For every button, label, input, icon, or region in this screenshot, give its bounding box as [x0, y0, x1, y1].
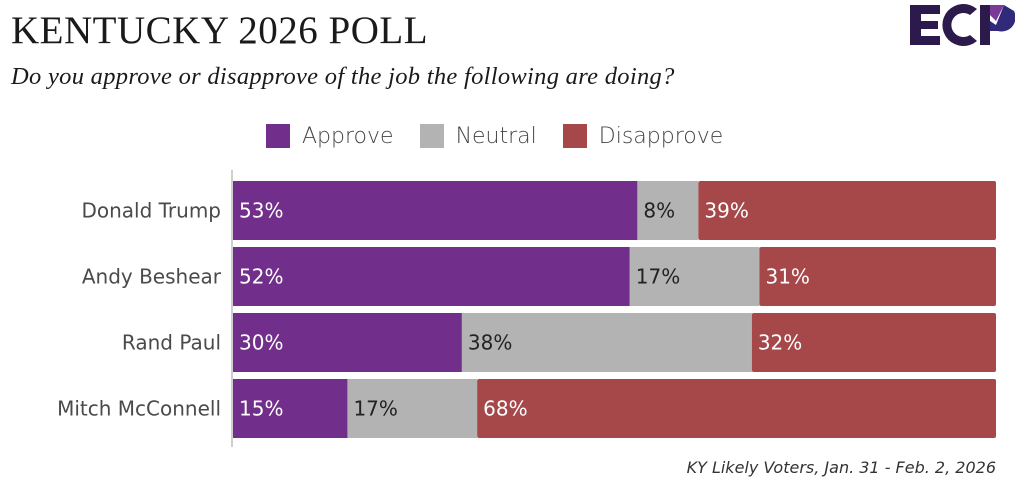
bar-segment-disapprove	[751, 313, 996, 372]
value-label-disapprove: 31%	[765, 265, 809, 289]
bar-segment-approve	[233, 313, 462, 372]
legend: Approve Neutral Disapprove	[266, 122, 749, 150]
bar-segment-disapprove	[477, 379, 996, 438]
bar-segment-approve	[233, 379, 348, 438]
value-label-approve: 30%	[239, 331, 283, 355]
legend-item-approve: Approve	[266, 124, 394, 149]
legend-item-neutral: Neutral	[419, 123, 537, 149]
logo-check-bowl	[990, 5, 1015, 32]
category-label: Rand Paul	[122, 331, 221, 355]
legend-label-neutral: Neutral	[455, 123, 537, 149]
bar-segment-neutral	[629, 247, 760, 306]
bar-segment-disapprove	[698, 181, 996, 240]
bar-segment-neutral	[637, 181, 699, 240]
legend-label-disapprove: Disapprove	[598, 123, 724, 149]
logo-letter-e	[910, 5, 940, 45]
value-label-neutral: 17%	[353, 397, 397, 421]
logo-letter-p-stem	[980, 5, 990, 45]
bar-row: Donald Trump 53% 8% 39%	[81, 181, 996, 240]
value-label-disapprove: 39%	[704, 199, 748, 223]
logo-letter-c	[942, 3, 977, 47]
bar-segment-neutral	[461, 313, 752, 372]
bar-segment-approve	[233, 247, 630, 306]
value-label-approve: 15%	[239, 397, 283, 421]
bar-segment-disapprove	[759, 247, 996, 306]
category-label: Donald Trump	[81, 199, 221, 223]
legend-label-approve: Approve	[302, 123, 394, 149]
value-label-disapprove: 68%	[483, 397, 527, 421]
category-label: Andy Beshear	[82, 265, 222, 289]
chart-subtitle: Do you approve or disapprove of the job …	[11, 63, 675, 90]
bar-row: Mitch McConnell 15% 17% 68%	[57, 379, 996, 438]
logo-check-top	[990, 5, 1004, 21]
legend-swatch-disapprove	[562, 124, 587, 148]
bar-segment-neutral	[347, 379, 478, 438]
value-label-disapprove: 32%	[758, 331, 802, 355]
legend-swatch-approve	[266, 124, 290, 148]
value-label-neutral: 38%	[468, 331, 512, 355]
bar-segment-approve	[233, 181, 638, 240]
value-label-neutral: 17%	[636, 265, 680, 289]
ecp-logo	[910, 3, 1015, 47]
chart-title: KENTUCKY 2026 POLL	[11, 9, 429, 52]
bar-row: Andy Beshear 52% 17% 31%	[82, 247, 996, 306]
value-label-neutral: 8%	[643, 199, 675, 223]
bar-row: Rand Paul 30% 38% 32%	[122, 313, 996, 372]
value-label-approve: 53%	[239, 199, 283, 223]
footnote: KY Likely Voters, Jan. 31 - Feb. 2, 2026	[686, 458, 996, 477]
legend-swatch-neutral	[419, 124, 444, 148]
value-label-approve: 52%	[239, 265, 283, 289]
category-label: Mitch McConnell	[57, 397, 221, 421]
legend-item-disapprove: Disapprove	[562, 123, 724, 149]
stacked-bar-chart: Donald Trump 53% 8% 39% Andy Beshear 52% 17% 31…	[57, 170, 996, 447]
